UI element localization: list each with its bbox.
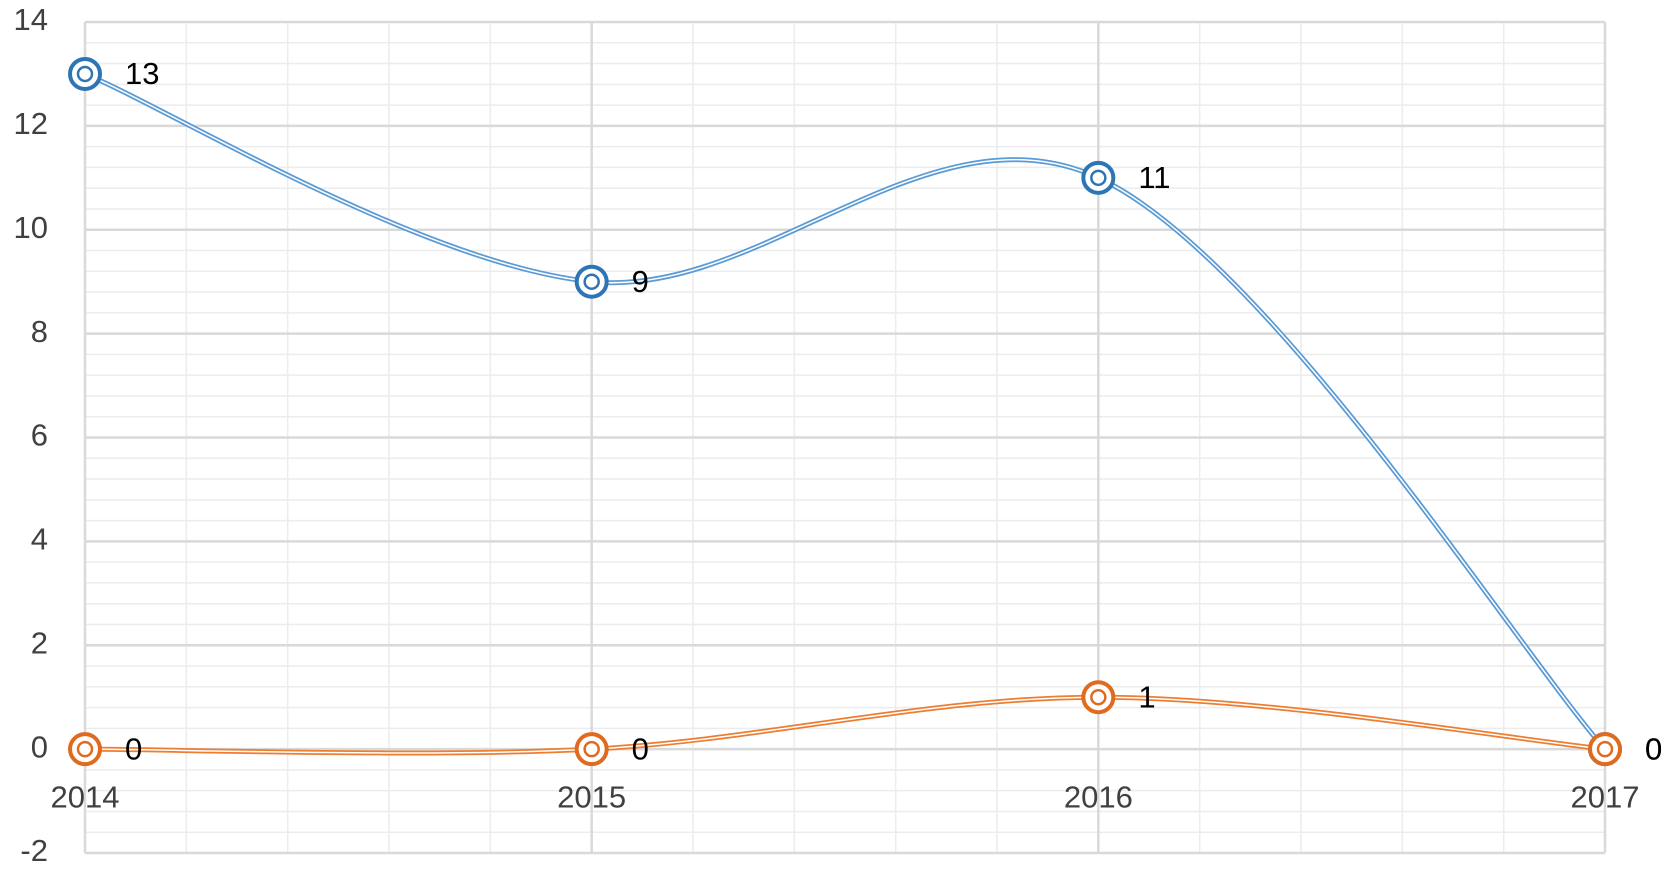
y-tick-label: 6 — [31, 418, 48, 453]
y-tick-label: 8 — [31, 314, 48, 349]
marker-core — [583, 273, 600, 290]
x-tick-label: 2016 — [1064, 779, 1133, 814]
x-tick-label: 2015 — [557, 779, 626, 814]
x-tick-label: 2017 — [1571, 779, 1640, 814]
data-label: 0 — [1645, 731, 1662, 766]
marker-core — [583, 740, 600, 758]
y-tick-label: 2 — [31, 625, 48, 660]
data-label: 9 — [632, 264, 649, 299]
x-tick-label: 2014 — [51, 779, 120, 814]
marker-core — [1090, 688, 1107, 706]
y-tick-label: 0 — [31, 729, 48, 764]
y-tick-label: 10 — [14, 210, 48, 245]
series-line — [84, 71, 1607, 751]
line-highlight — [84, 73, 1606, 750]
series-line — [84, 694, 1606, 756]
y-tick-label: 14 — [14, 2, 48, 37]
y-tick-label: 4 — [31, 522, 48, 557]
y-tick-label: -2 — [20, 833, 48, 868]
data-label: 0 — [125, 731, 142, 766]
marker-core — [1090, 169, 1107, 187]
marker-core — [76, 65, 94, 83]
data-label: 13 — [125, 56, 159, 91]
data-label: 0 — [632, 731, 649, 766]
data-label: 0 — [1645, 731, 1662, 766]
data-label: 11 — [1138, 160, 1170, 195]
marker-core — [1596, 740, 1614, 758]
y-tick-label: 12 — [14, 106, 48, 141]
line-highlight — [84, 696, 1606, 754]
marker-core — [76, 740, 94, 758]
data-label: 1 — [1138, 679, 1155, 714]
